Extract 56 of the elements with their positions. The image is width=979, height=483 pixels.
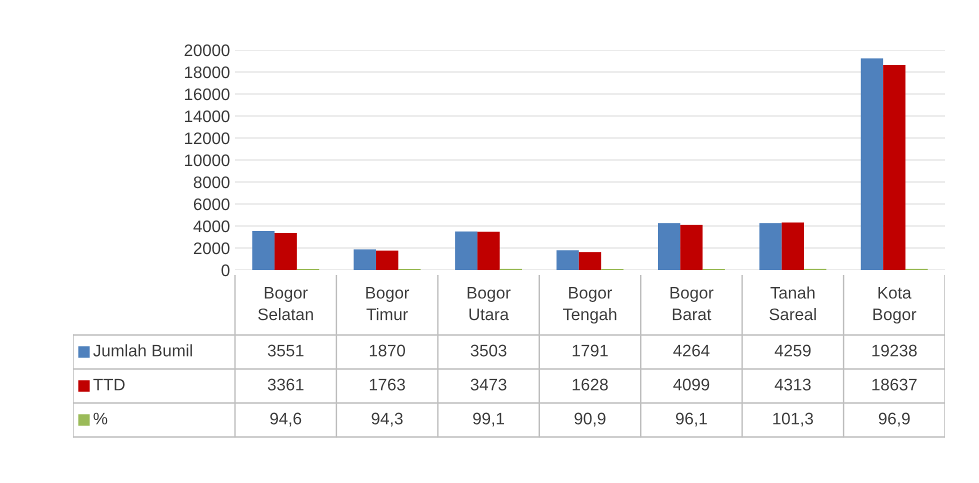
bar: [477, 232, 500, 270]
data-label: 1628: [572, 378, 608, 390]
y-tick-label: 0: [222, 264, 230, 276]
data-label: 96,1: [676, 412, 707, 426]
data-label: 101,3: [773, 412, 813, 426]
x-tick-label: Bogor Barat: [670, 287, 714, 320]
y-tick-label: 8000: [194, 176, 230, 188]
x-tick-label: Bogor Utara: [468, 287, 511, 320]
bar: [680, 224, 703, 270]
data-label: 4264: [673, 344, 710, 356]
data-label: 90,9: [574, 412, 606, 426]
data-label: 4313: [774, 378, 811, 390]
y-tick-label: 12000: [185, 132, 230, 144]
data-label: 3361: [268, 378, 304, 390]
y-tick-label: 14000: [185, 110, 230, 122]
bar: [578, 252, 602, 270]
bar: [455, 231, 478, 270]
x-tick-label: Tanah Sareal: [770, 286, 816, 320]
data-label: 19238: [872, 344, 917, 356]
bar: [354, 249, 376, 270]
legend-label: TTD: [93, 378, 125, 390]
legend-label: Jumlah Bumil: [93, 344, 192, 356]
legend-label: %: [94, 412, 108, 424]
y-tick-label: 20000: [184, 44, 230, 56]
y-tick-label: 2000: [194, 242, 230, 254]
y-tick-label: 10000: [185, 154, 230, 166]
data-label: 18637: [872, 378, 917, 390]
x-tick-label: Kota Bogor: [873, 287, 916, 324]
y-tick-label: 16000: [185, 88, 230, 100]
data-label: 4259: [774, 344, 811, 356]
data-label: 3551: [268, 344, 304, 356]
data-label: 96,9: [878, 412, 910, 426]
data-label: 94,6: [270, 412, 302, 426]
bar: [376, 250, 398, 270]
bar: [252, 230, 275, 270]
x-tick-label: Bogor Timur: [366, 287, 410, 320]
data-label: 1791: [572, 344, 608, 356]
y-tick-label: 18000: [185, 66, 230, 78]
data-label: 1870: [370, 344, 406, 356]
data-label: 3473: [470, 378, 506, 390]
data-label: 4099: [673, 378, 710, 390]
data-label: 3503: [470, 344, 506, 356]
bar: [658, 223, 680, 270]
bar: [883, 64, 906, 270]
data-label: 94,3: [372, 412, 403, 426]
x-tick-label: Bogor Selatan: [258, 287, 313, 320]
y-tick-label: 4000: [193, 220, 230, 232]
bar: [274, 233, 297, 270]
y-tick-label: 6000: [194, 198, 230, 210]
data-label: 1763: [370, 378, 405, 390]
bar: [860, 58, 884, 270]
data-label: 99,1: [473, 412, 504, 426]
x-tick-label: Bogor Tengah: [563, 287, 616, 324]
bar: [556, 250, 579, 270]
bar: [759, 223, 782, 270]
bar: [782, 222, 804, 270]
